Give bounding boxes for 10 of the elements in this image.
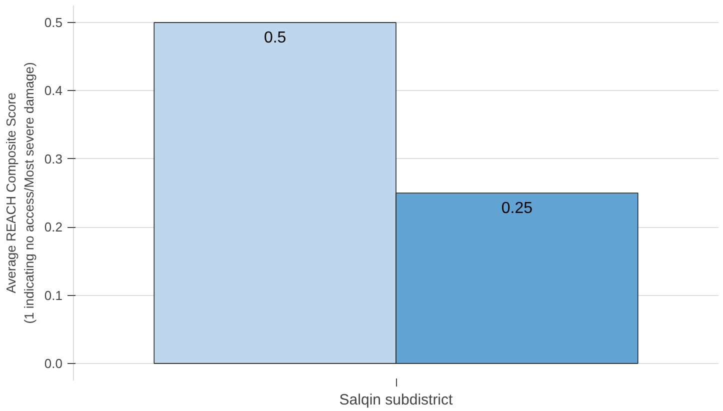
data-label: 0.5 xyxy=(264,30,286,47)
y-tick-label: 0.0 xyxy=(44,356,63,371)
y-tick-label: 0.3 xyxy=(44,151,63,166)
y-tick-label: 0.4 xyxy=(44,83,63,98)
y-tick-label: 0.5 xyxy=(44,15,63,30)
y-tick-label: 0.1 xyxy=(44,288,63,303)
data-label: 0.25 xyxy=(501,200,533,217)
x-tick-label: Salqin subdistrict xyxy=(339,392,454,408)
y-axis-title: Average REACH Composite Score (1 indicating no access/Most severe damage) xyxy=(3,62,36,324)
y-tick-label: 0.2 xyxy=(44,220,63,235)
